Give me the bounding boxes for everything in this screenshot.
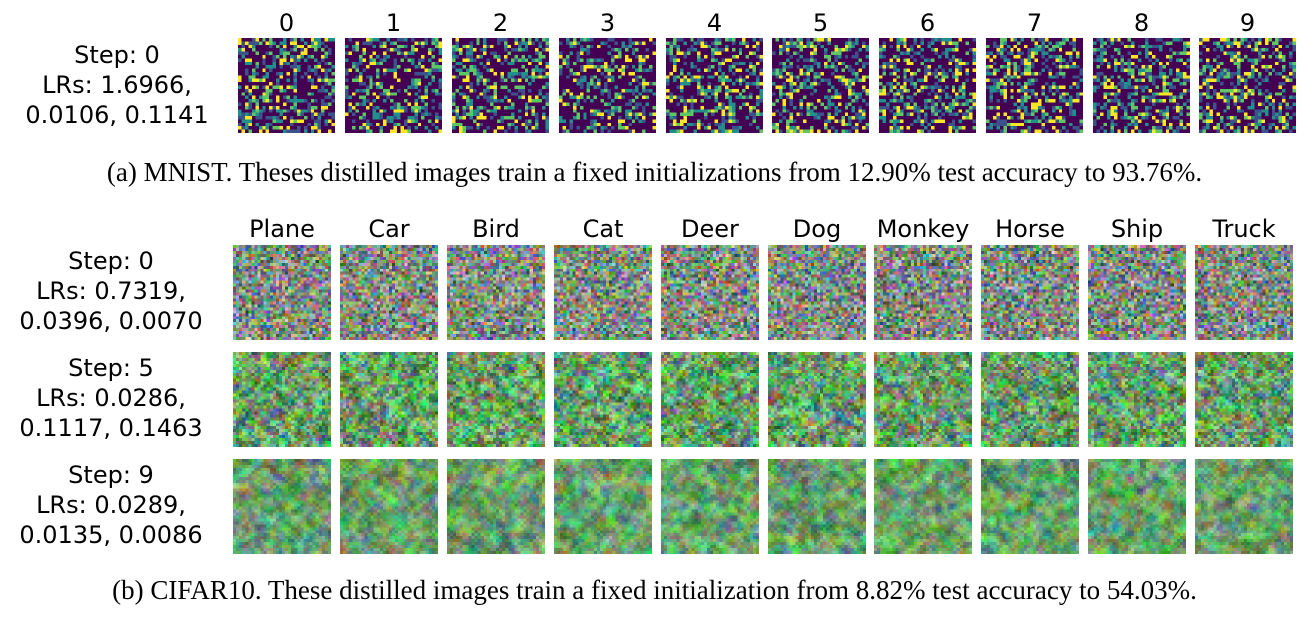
cifar-row-label: Step: 9 LRs: 0.0289, 0.0135, 0.0086 [1, 460, 221, 550]
cifar-distilled-image [447, 352, 545, 447]
mnist-distilled-image [1199, 38, 1296, 133]
mnist-row-label: Step: 0 LRs: 1.6966, 0.0106, 0.1141 [7, 40, 227, 130]
cifar-distilled-image [981, 245, 1079, 340]
step-label: Step: 0 [68, 247, 154, 275]
cifar-distilled-image [447, 245, 545, 340]
cifar-class-label: Deer [681, 215, 739, 243]
mnist-class-label: 2 [492, 9, 509, 37]
mnist-class-label: 6 [919, 9, 936, 37]
cifar-distilled-image [768, 352, 866, 447]
cifar-distilled-image [233, 245, 331, 340]
lrs-label: LRs: 0.0289, [36, 491, 186, 519]
mnist-class-label: 1 [385, 9, 402, 37]
cifar-row-label: Step: 0 LRs: 0.7319, 0.0396, 0.0070 [1, 246, 221, 336]
mnist-class-label: 5 [812, 9, 829, 37]
lrs-label: 0.0106, 0.1141 [25, 101, 209, 129]
cifar-distilled-image [340, 352, 438, 447]
cifar-distilled-image [1088, 352, 1186, 447]
cifar-distilled-image [661, 459, 759, 554]
cifar-distilled-image [554, 459, 652, 554]
cifar-distilled-image [1195, 352, 1293, 447]
cifar-caption: (b) CIFAR10. These distilled images trai… [112, 575, 1197, 605]
cifar-distilled-image [554, 352, 652, 447]
cifar-class-label: Monkey [876, 215, 970, 243]
mnist-class-label: 4 [706, 9, 723, 37]
cifar-distilled-image [233, 352, 331, 447]
step-label: Step: 5 [68, 354, 154, 382]
cifar-distilled-image [874, 245, 972, 340]
cifar-class-label: Cat [582, 215, 624, 243]
mnist-distilled-image [452, 38, 549, 133]
mnist-class-label: 3 [599, 9, 616, 37]
lrs-label: LRs: 0.7319, [36, 277, 186, 305]
mnist-distilled-image [238, 38, 335, 133]
cifar-distilled-image [447, 459, 545, 554]
mnist-class-label: 7 [1026, 9, 1043, 37]
mnist-distilled-image [666, 38, 763, 133]
cifar-class-label: Truck [1212, 215, 1276, 243]
cifar-distilled-image [1195, 245, 1293, 340]
step-label: Step: 0 [74, 41, 160, 69]
cifar-distilled-image [874, 352, 972, 447]
mnist-distilled-image [345, 38, 442, 133]
step-label: Step: 9 [68, 461, 154, 489]
mnist-distilled-image [879, 38, 976, 133]
mnist-distilled-image [1093, 38, 1190, 133]
mnist-class-label: 8 [1133, 9, 1150, 37]
cifar-distilled-image [340, 459, 438, 554]
lrs-label: 0.1117, 0.1463 [19, 414, 203, 442]
cifar-distilled-image [554, 245, 652, 340]
lrs-label: 0.0135, 0.0086 [19, 521, 203, 549]
lrs-label: LRs: 0.0286, [36, 384, 186, 412]
lrs-label: 0.0396, 0.0070 [19, 307, 203, 335]
cifar-distilled-image [981, 459, 1079, 554]
mnist-distilled-image [772, 38, 869, 133]
mnist-class-label: 9 [1239, 9, 1256, 37]
cifar-distilled-image [233, 459, 331, 554]
cifar-distilled-image [1088, 459, 1186, 554]
lrs-label: LRs: 1.6966, [42, 71, 192, 99]
cifar-distilled-image [874, 459, 972, 554]
cifar-class-label: Bird [472, 215, 520, 243]
cifar-distilled-image [661, 352, 759, 447]
cifar-row-label: Step: 5 LRs: 0.0286, 0.1117, 0.1463 [1, 353, 221, 443]
cifar-class-label: Dog [792, 215, 842, 243]
mnist-distilled-image [986, 38, 1083, 133]
mnist-distilled-image [559, 38, 656, 133]
cifar-distilled-image [768, 245, 866, 340]
cifar-distilled-image [661, 245, 759, 340]
cifar-class-label: Horse [995, 215, 1065, 243]
mnist-caption: (a) MNIST. Theses distilled images train… [106, 157, 1203, 187]
cifar-class-label: Car [368, 215, 410, 243]
mnist-class-label: 0 [278, 9, 295, 37]
cifar-distilled-image [1088, 245, 1186, 340]
cifar-distilled-image [981, 352, 1079, 447]
cifar-distilled-image [1195, 459, 1293, 554]
cifar-class-label: Plane [249, 215, 315, 243]
cifar-distilled-image [340, 245, 438, 340]
cifar-class-label: Ship [1110, 215, 1164, 243]
cifar-distilled-image [768, 459, 866, 554]
